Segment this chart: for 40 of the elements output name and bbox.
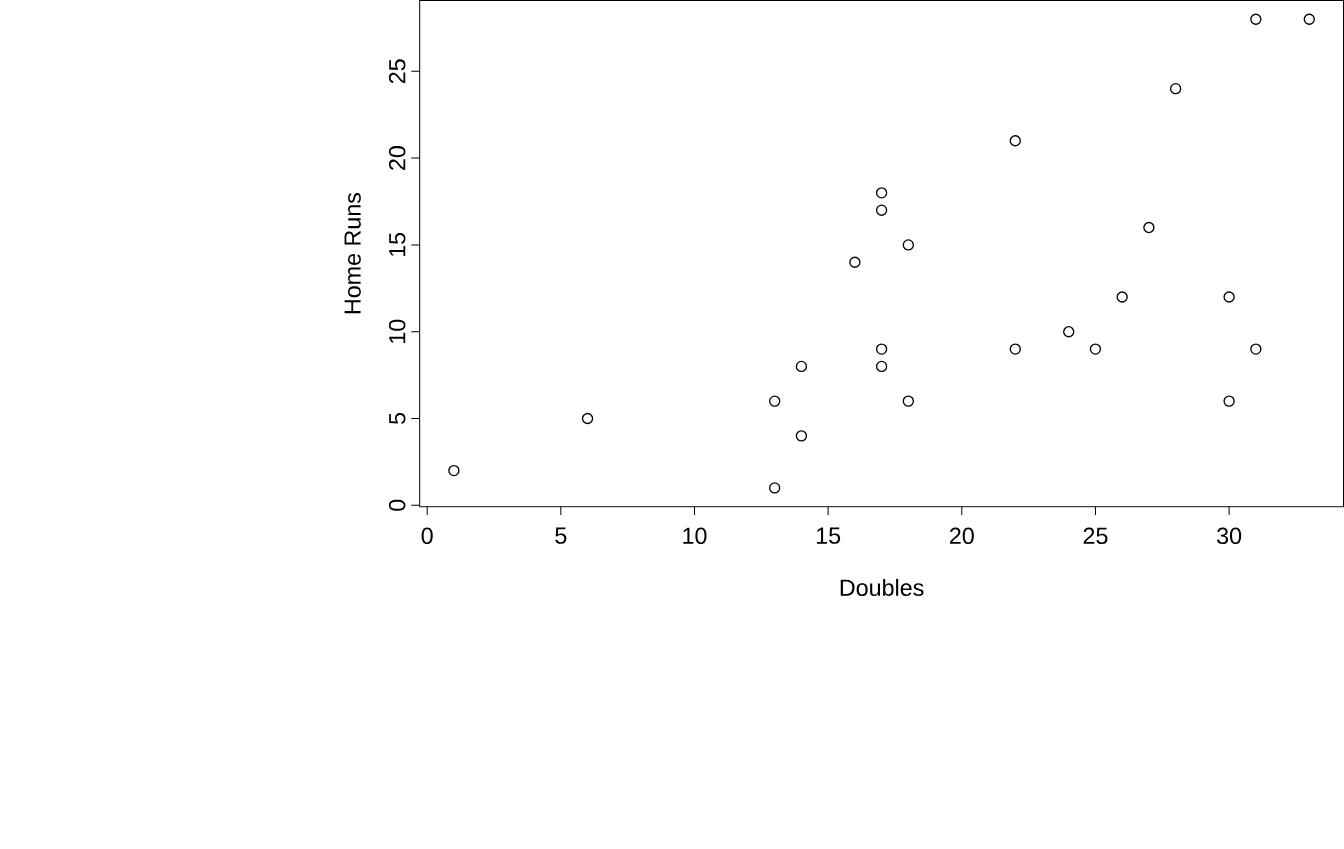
- point: [1143, 222, 1155, 234]
- x-tick-label: 0: [421, 527, 433, 545]
- point: [1223, 291, 1235, 303]
- y-tick-label: 0: [388, 499, 406, 512]
- point: [768, 395, 781, 407]
- point: [1063, 326, 1075, 338]
- point: [1250, 13, 1262, 26]
- point: [849, 256, 861, 269]
- y-tick-label: 5: [389, 413, 406, 425]
- point: [875, 204, 888, 217]
- point: [1116, 291, 1128, 303]
- y-tick-label: 25: [388, 59, 406, 84]
- point: [1009, 343, 1021, 355]
- point: [795, 430, 808, 442]
- point: [875, 360, 888, 373]
- x-tick-label: 15: [816, 527, 841, 545]
- point: [1009, 135, 1021, 147]
- point: [581, 412, 594, 425]
- point: [795, 360, 808, 373]
- point: [448, 465, 460, 477]
- point: [1169, 83, 1182, 95]
- point: [902, 395, 915, 407]
- y-tick-label: 10: [388, 319, 406, 344]
- point: [875, 343, 888, 355]
- x-tick-label: 30: [1217, 527, 1242, 545]
- x-tick-label: 25: [1083, 527, 1108, 545]
- x-tick-label: 5: [555, 527, 567, 545]
- point: [902, 239, 915, 251]
- x-tick-label: 10: [683, 527, 707, 545]
- point: [1303, 13, 1315, 26]
- point: [875, 187, 888, 199]
- x-tick-label: 20: [950, 527, 974, 545]
- y-tick-label: 15: [389, 233, 406, 257]
- y-axis-title: Home Runs: [344, 193, 361, 314]
- point: [1223, 395, 1235, 407]
- point: [768, 482, 781, 494]
- point: [1250, 343, 1262, 355]
- x-axis-title: Doubles: [840, 579, 924, 597]
- point: [1089, 343, 1102, 355]
- y-tick-label: 20: [388, 146, 406, 171]
